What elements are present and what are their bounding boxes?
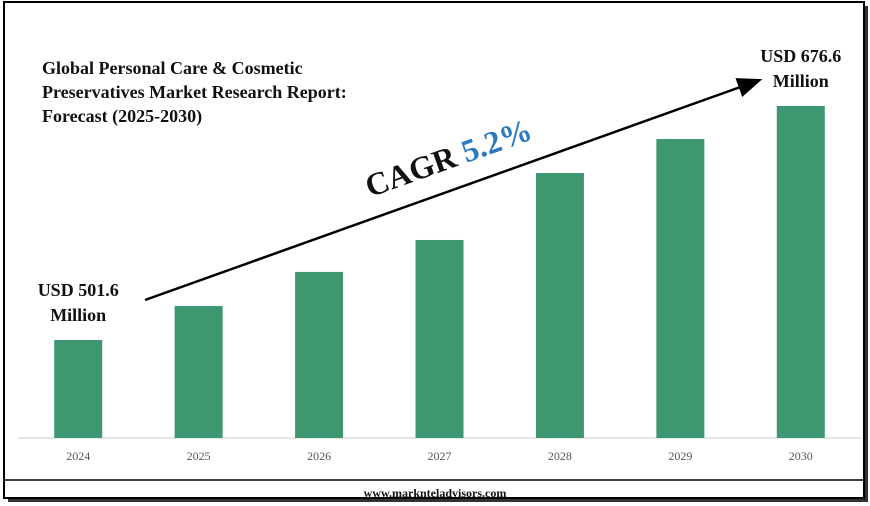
bar [656,139,705,438]
bar [415,239,464,438]
x-tick-label: 2025 [187,449,211,463]
chart-title: Global Personal Care & Cosmetic Preserva… [42,58,347,126]
source: www.marknteladvisors.com [364,486,507,500]
x-tick-label: 2028 [548,449,572,463]
value-label: USD 676.6 Million [760,46,842,91]
bar [174,306,223,438]
bar [295,271,344,438]
bar [54,339,103,438]
x-tick-label: 2030 [789,449,813,463]
x-tick-label: 2024 [66,449,90,463]
trend-arrow [144,78,763,302]
x-tick-label: 2026 [307,449,331,463]
value-label: USD 501.6 Million [37,279,119,325]
x-tick-label: 2027 [428,449,452,463]
x-tick-label: 2029 [668,449,692,463]
bar [535,172,584,438]
bar [776,106,825,438]
